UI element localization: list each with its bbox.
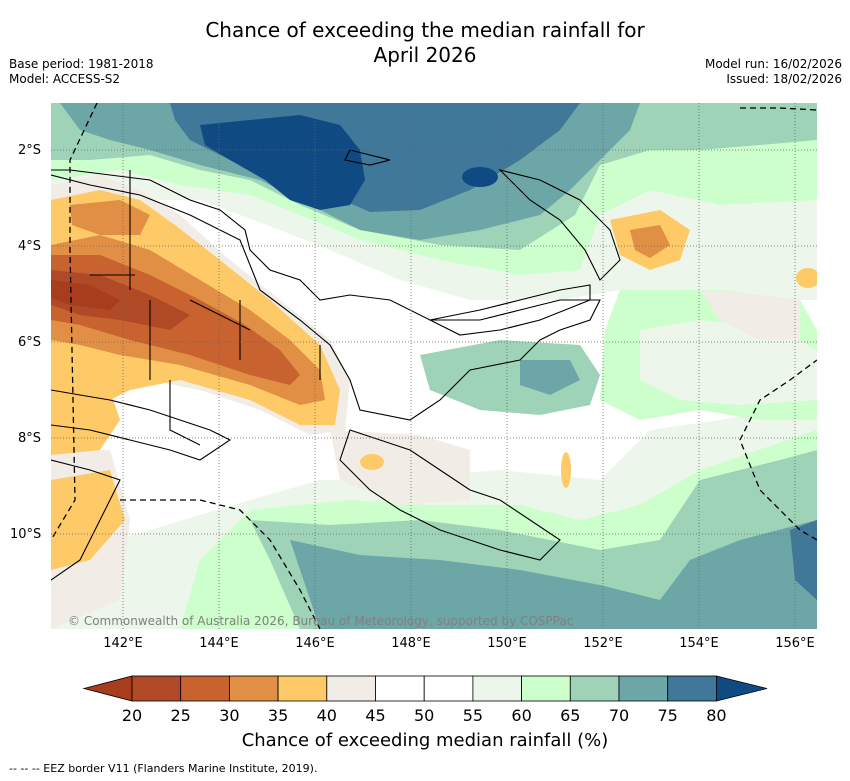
colorbar-segment-35-40 [277, 675, 328, 702]
colorbar-tick-50: 50 [414, 706, 435, 725]
new-ireland-coast [498, 168, 621, 281]
colorbar-tick-55: 55 [462, 706, 484, 725]
model-name: Model: ACCESS-S2 [9, 72, 121, 86]
colorbar-segment-45-50 [375, 675, 425, 702]
colorbar-title: Chance of exceeding median rainfall (%) [241, 730, 609, 751]
cape-york-coast [51, 459, 121, 581]
colorbar-tick-70: 70 [608, 706, 630, 725]
new-britain-coast [428, 284, 591, 336]
field-75-80-south [790, 520, 817, 600]
lon-label-142: 142°E [103, 636, 143, 651]
lat-label-6s: 6°S [18, 335, 42, 350]
field-65-70-central [420, 340, 600, 415]
field-below-20-west [51, 280, 120, 310]
eez-footer-note: -- -- -- EEZ border V11 (Flanders Marine… [9, 762, 318, 775]
eez-east [739, 359, 817, 541]
lon-label-144: 144°E [199, 636, 239, 651]
field-80-north-small [462, 167, 498, 187]
colorbar-segment-60-65 [521, 675, 571, 702]
field-80-north [200, 115, 365, 210]
field-35-40-southwest [51, 470, 125, 570]
png-mainland-north-coast [51, 169, 601, 421]
png-southeast-coast [339, 429, 561, 561]
field-35-40-west-coast [51, 350, 120, 455]
copyright-text: © Commonwealth of Australia 2026, Bureau… [68, 614, 574, 628]
gridlines [51, 103, 817, 629]
rainfall-field [51, 103, 817, 629]
field-40-45-east [700, 290, 800, 340]
colorbar-tick-40: 40 [316, 706, 337, 725]
colorbar-segment-65-70 [569, 675, 620, 702]
colorbar-segment-55-60 [472, 675, 522, 702]
base-period: Base period: 1981-2018 [9, 57, 154, 71]
field-70-75-central [520, 360, 580, 395]
lon-label-156: 156°E [775, 636, 815, 651]
lat-label-4s: 4°S [18, 239, 42, 254]
colorbar-segment-70-75 [618, 675, 669, 702]
field-55-60-east [640, 320, 817, 405]
lon-label-146: 146°E [295, 636, 335, 651]
lon-label-154: 154°E [679, 636, 719, 651]
meta-right: Model run: 16/02/2026 Issued: 18/02/2026 [705, 57, 842, 87]
colorbar-tick-35: 35 [267, 706, 289, 725]
colorbar-tick-30: 30 [219, 706, 240, 725]
colorbar-segment-30-35 [228, 675, 279, 702]
colorbar-arrow-low [82, 675, 133, 702]
lat-label-2s: 2°S [18, 143, 42, 158]
province-borders [90, 170, 321, 446]
colorbar-tick-20: 20 [121, 706, 143, 725]
coastlines [51, 149, 621, 581]
field-40-45-central [330, 430, 470, 505]
manus-island-coast [344, 149, 391, 166]
map-title: Chance of exceeding the median rainfall … [0, 18, 850, 68]
lon-label-148: 148°E [391, 636, 431, 651]
title-line-1: Chance of exceeding the median rainfall … [205, 18, 645, 42]
colorbar-tick-75: 75 [657, 706, 678, 725]
colorbar-segment-50-55 [423, 675, 474, 702]
lon-label-152: 152°E [583, 636, 623, 651]
colorbar-arrow-high [716, 675, 768, 702]
lat-label-10s: 10°S [10, 527, 42, 542]
colorbar-tick-65: 65 [560, 706, 581, 725]
lon-label-150: 150°E [487, 636, 527, 651]
colorbar-segment-25-30 [180, 675, 230, 702]
eez-northeast [740, 107, 817, 111]
colorbar-tick-80: 80 [706, 706, 727, 725]
colorbar-tick-60: 60 [511, 706, 532, 725]
eez-south [120, 499, 321, 629]
field-70-75-south [290, 520, 817, 629]
field-35-40-islands [561, 452, 571, 488]
colorbar-segment-40-45 [326, 675, 376, 702]
field-35-40-far-east [796, 268, 817, 288]
colorbar-tick-25: 25 [170, 706, 191, 725]
eez-west [51, 103, 98, 541]
issued-date: Issued: 18/02/2026 [726, 72, 842, 86]
field-35-40-central-small [360, 454, 384, 470]
field-30-35-east-small [630, 225, 670, 258]
colorbar-tick-45: 45 [365, 706, 386, 725]
meta-left: Base period: 1981-2018 Model: ACCESS-S2 [9, 57, 154, 87]
colorbar-segment-75-80 [667, 675, 717, 702]
colorbar-segment-20-25 [131, 675, 182, 702]
model-run: Model run: 16/02/2026 [704, 57, 842, 71]
lat-label-8s: 8°S [18, 431, 42, 446]
title-line-2: April 2026 [373, 43, 477, 67]
eez-borders [51, 103, 817, 629]
colorbar [82, 675, 768, 702]
